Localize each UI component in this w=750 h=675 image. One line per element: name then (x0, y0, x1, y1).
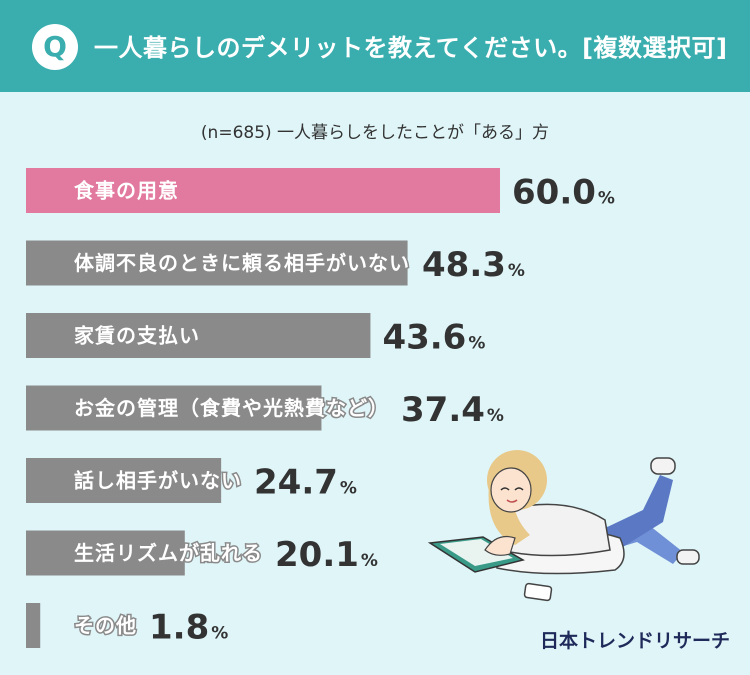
question-badge: Q (32, 24, 78, 70)
value-label-7: 1.8% (149, 608, 228, 648)
category-label-5: 話し相手がいない (74, 469, 242, 493)
value-label-5: 24.7% (254, 463, 357, 503)
bar-2 (26, 240, 408, 286)
bar-6 (26, 530, 185, 576)
value-label-3: 43.6% (382, 318, 485, 358)
question-title: 一人暮らしのデメリットを教えてください。[複数選択可] (94, 34, 728, 62)
bar-4 (26, 385, 322, 431)
category-label-6: 生活リズムが乱れる (74, 541, 263, 565)
category-label-4: お金の管理（食費や光熱費など） (74, 396, 389, 420)
bar-5 (26, 458, 222, 503)
brand-logo: 日本トレンドリサーチ (540, 630, 731, 652)
sample-subtitle: (n=685) 一人暮らしをしたことが「ある」方 (200, 123, 550, 143)
category-label-7: その他 (74, 614, 137, 638)
value-label-4: 37.4% (401, 390, 504, 430)
bar-3 (26, 313, 371, 358)
category-label-2: 体調不良のときに頼る相手がいない (74, 251, 410, 275)
bar-7 (26, 603, 41, 648)
category-label-1: 食事の用意 (74, 179, 179, 203)
header-band: Q 一人暮らしのデメリットを教えてください。[複数選択可] (0, 0, 750, 92)
person-reading-illustration (427, 450, 700, 602)
value-label-1: 60.0% (512, 173, 615, 213)
value-label-6: 20.1% (275, 535, 378, 575)
category-label-3: 家賃の支払い (74, 324, 200, 348)
value-label-2: 48.3% (422, 245, 525, 285)
bar-1 (26, 168, 500, 213)
